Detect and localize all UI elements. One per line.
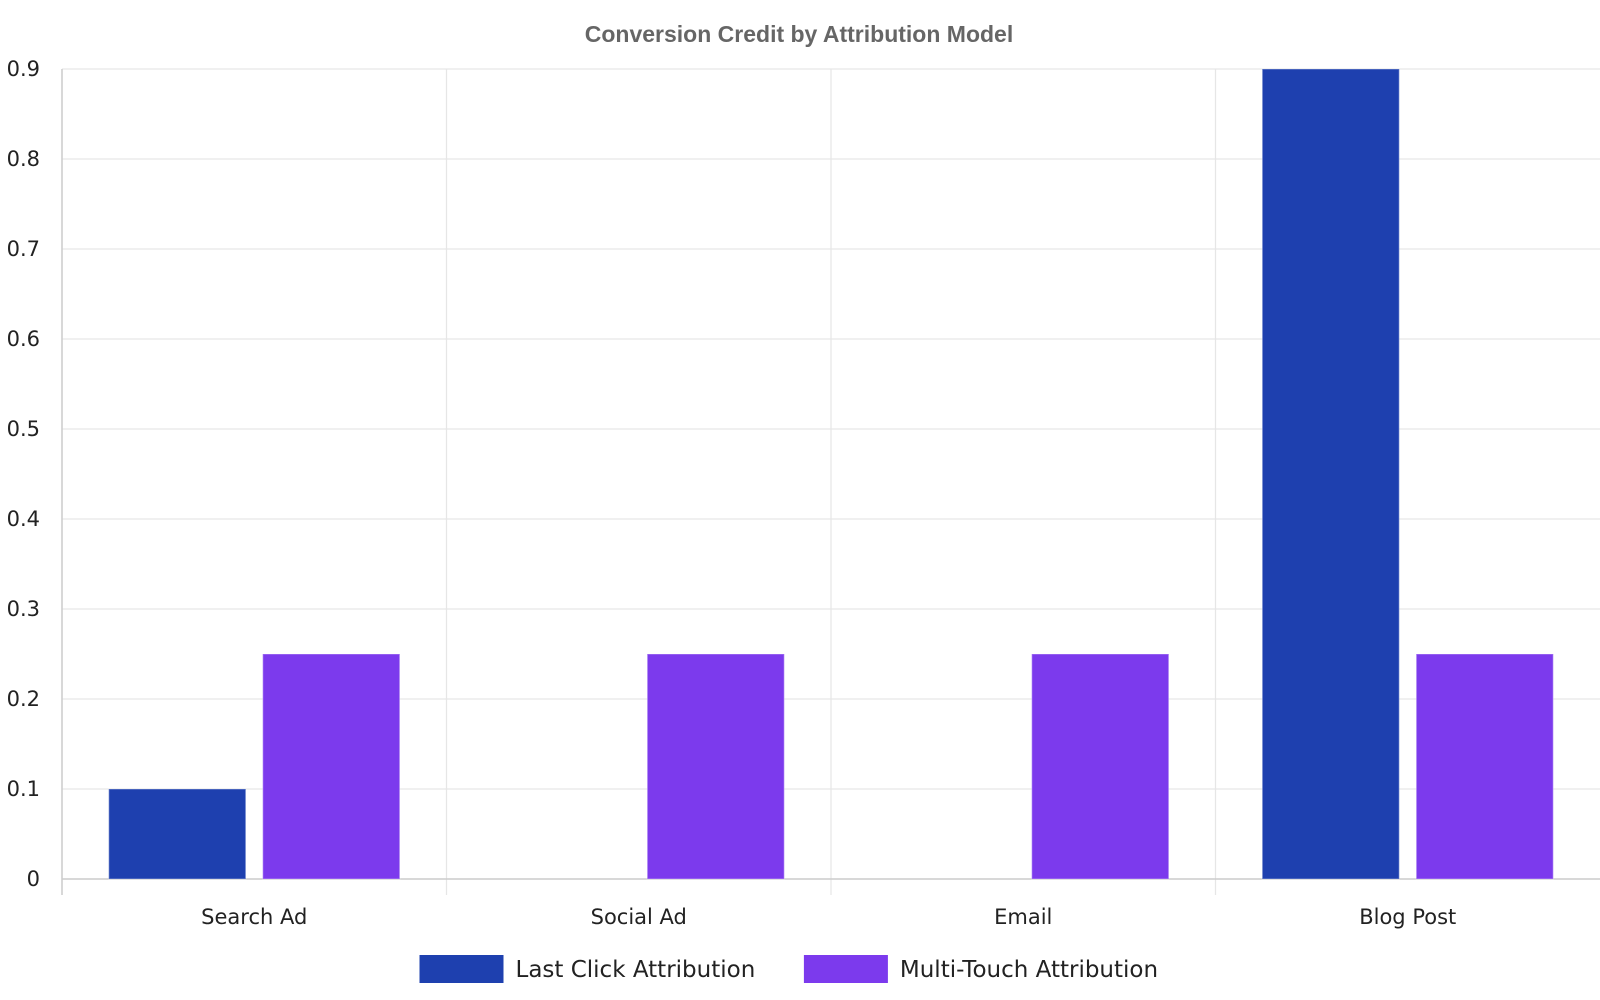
bars-layer (108, 68, 1554, 880)
bar-multi-touch-social-ad[interactable] (646, 653, 785, 880)
y-tick-label: 0.7 (7, 237, 40, 261)
x-tick-label: Email (994, 905, 1052, 929)
bar-multi-touch-search-ad[interactable] (262, 653, 401, 880)
legend-label-last-click[interactable]: Last Click Attribution (516, 957, 756, 983)
y-tick-label: 0.3 (7, 597, 40, 621)
bar-multi-touch-blog-post[interactable] (1415, 653, 1554, 880)
x-tick-label: Search Ad (201, 905, 307, 929)
y-tick-label: 0 (27, 867, 40, 891)
legend-label-multi-touch[interactable]: Multi-Touch Attribution (900, 957, 1158, 983)
axis-layer: 0 0.1 0.2 0.3 0.4 0.5 0.6 0.7 0.8 0.9 Search Ad Soc… (7, 57, 1600, 929)
y-tick-label: 0.2 (7, 687, 40, 711)
y-tick-label: 0.4 (7, 507, 40, 531)
x-tick-label: Social Ad (591, 905, 687, 929)
chart-title: Conversion Credit by Attribution Model (585, 21, 1013, 47)
y-tick-label: 0.9 (7, 57, 40, 81)
y-tick-label: 0.5 (7, 417, 40, 441)
y-tick-label: 0.1 (7, 777, 40, 801)
legend[interactable]: Last Click Attribution Multi-Touch Attrib… (419, 955, 1159, 983)
bar-multi-touch-email[interactable] (1031, 653, 1170, 880)
legend-swatch-multi-touch[interactable] (803, 955, 888, 983)
y-tick-label: 0.6 (7, 327, 40, 351)
bar-last-click-search-ad[interactable] (108, 788, 247, 880)
legend-swatch-last-click[interactable] (419, 955, 504, 983)
y-tick-label: 0.8 (7, 147, 40, 171)
x-tick-label: Blog Post (1359, 905, 1456, 929)
bar-last-click-blog-post[interactable] (1261, 68, 1400, 880)
